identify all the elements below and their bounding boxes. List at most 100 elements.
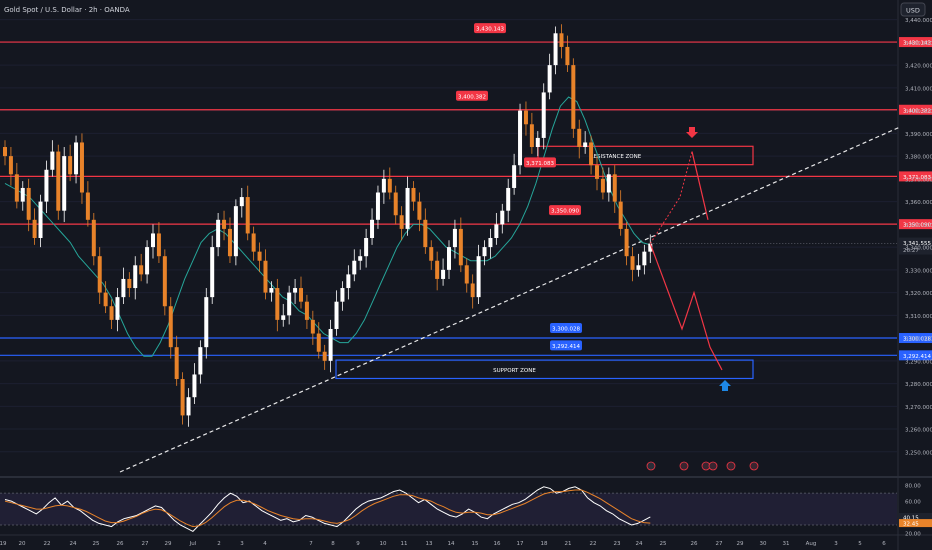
price-tick-label: 3,260.000 (905, 428, 932, 434)
time-tick-label: 27 (142, 541, 149, 547)
price-scale-background[interactable] (898, 0, 932, 550)
candle-body (304, 301, 309, 320)
candle-body (316, 333, 321, 352)
candle-body (281, 315, 286, 320)
candle-body (405, 187, 410, 229)
time-tick-label: 27 (716, 541, 723, 547)
event-icon (749, 461, 759, 471)
candle-body (133, 265, 138, 289)
currency-button-label[interactable]: USD (906, 7, 920, 15)
time-axis[interactable]: 19 20 22 24 25 26 27 29 Jul 2 3 4 7 8 9 10 11 13 14 15 16 17 1… (0, 541, 886, 547)
candle-body (399, 215, 404, 229)
time-tick-label: 3 (240, 541, 244, 547)
candle-body (630, 256, 635, 270)
price-scale-level-tag (899, 37, 932, 48)
candle-body (168, 306, 173, 348)
time-tick-label: 26 (117, 541, 124, 547)
candle-body (518, 110, 523, 166)
candle-body (245, 197, 250, 234)
rsi-tick-label: 80.00 (905, 484, 921, 490)
zone-box-support (335, 359, 754, 380)
time-tick-label: 16 (494, 541, 501, 547)
candle-body (523, 110, 528, 125)
price-tick-label: 3,250.000 (905, 450, 932, 456)
candle-body (139, 265, 144, 275)
candle-body (115, 297, 120, 320)
candle-body (648, 243, 653, 252)
event-icon (708, 461, 718, 471)
time-tick-label: 29 (165, 541, 172, 547)
candle-body (595, 165, 599, 179)
candle-body (180, 379, 185, 416)
level-tag (474, 23, 506, 34)
candle-body (198, 347, 203, 375)
candle-body (417, 201, 422, 220)
time-tick-label: 26 (691, 541, 698, 547)
candle-body (624, 228, 629, 257)
time-tick-label: 17 (517, 541, 524, 547)
price-tick-label: 3,390.000 (905, 132, 932, 138)
time-tick-label: 10 (380, 541, 387, 547)
time-tick-label: 2 (217, 541, 221, 547)
candle-body (577, 128, 582, 148)
candle-body (269, 288, 274, 293)
candle-body (494, 224, 499, 238)
event-icons[interactable] (646, 461, 759, 471)
candle-body (423, 219, 428, 248)
candle-body (97, 256, 102, 293)
candle-body (145, 247, 150, 275)
time-tick-label: 31 (783, 541, 790, 547)
candle-body (162, 256, 167, 307)
candle-body (227, 228, 232, 257)
price-tick-label: 3,360.000 (905, 200, 932, 206)
horizontal-levels[interactable] (0, 41, 897, 356)
candle-body (589, 142, 594, 166)
candle-body (452, 228, 457, 248)
candle-body (358, 256, 363, 261)
time-tick-label: Aug (806, 541, 817, 547)
candle-body (352, 260, 357, 275)
candle-body (192, 374, 197, 398)
price-scale-level-label: 3,371.083 (903, 175, 931, 181)
candle-body (411, 187, 416, 202)
time-tick-label: 30 (760, 541, 767, 547)
level-tag-label: 3,300.028 (552, 327, 580, 333)
candle-body (488, 238, 493, 248)
candle-body (275, 288, 280, 320)
price-tick-label: 3,350.000 (905, 223, 932, 229)
projection-from-resistance (691, 151, 709, 220)
price-scale-level-tag (899, 104, 932, 115)
candle-body (506, 187, 511, 211)
price-tick-label: 3,310.000 (905, 314, 932, 320)
price-tick-label: 3,330.000 (905, 268, 932, 274)
up-arrow-marker (719, 380, 731, 391)
candle-body (210, 247, 215, 298)
candle-body (85, 192, 90, 220)
candle-body (370, 219, 375, 238)
price-tick-label: 3,410.000 (905, 86, 932, 92)
candle-body (74, 142, 79, 175)
candle-body (600, 178, 605, 193)
time-tick-label: 6 (882, 541, 886, 547)
candle-body (151, 233, 155, 248)
candle-body (293, 288, 298, 293)
rsi-value-tag (899, 512, 932, 521)
candle-body (547, 65, 552, 93)
price-scale-level-tag (899, 171, 932, 182)
currency-button[interactable]: USD (900, 2, 926, 17)
level-labels: 3,430.143 3,430.143 3,400.382 3,400.382 3,37… (456, 23, 932, 361)
price-scale-level-tag (899, 350, 932, 361)
candle-body (127, 278, 132, 289)
candlesticks (3, 24, 653, 427)
event-icon (679, 461, 689, 471)
trendline[interactable] (119, 126, 901, 473)
level-tag (550, 340, 582, 351)
projection-path[interactable] (649, 127, 731, 391)
level-tag (524, 157, 556, 168)
price-tick-label: 3,280.000 (905, 382, 932, 388)
rsi-ma-line (4, 489, 651, 528)
rsi-value-label: 40.15 (903, 515, 919, 521)
